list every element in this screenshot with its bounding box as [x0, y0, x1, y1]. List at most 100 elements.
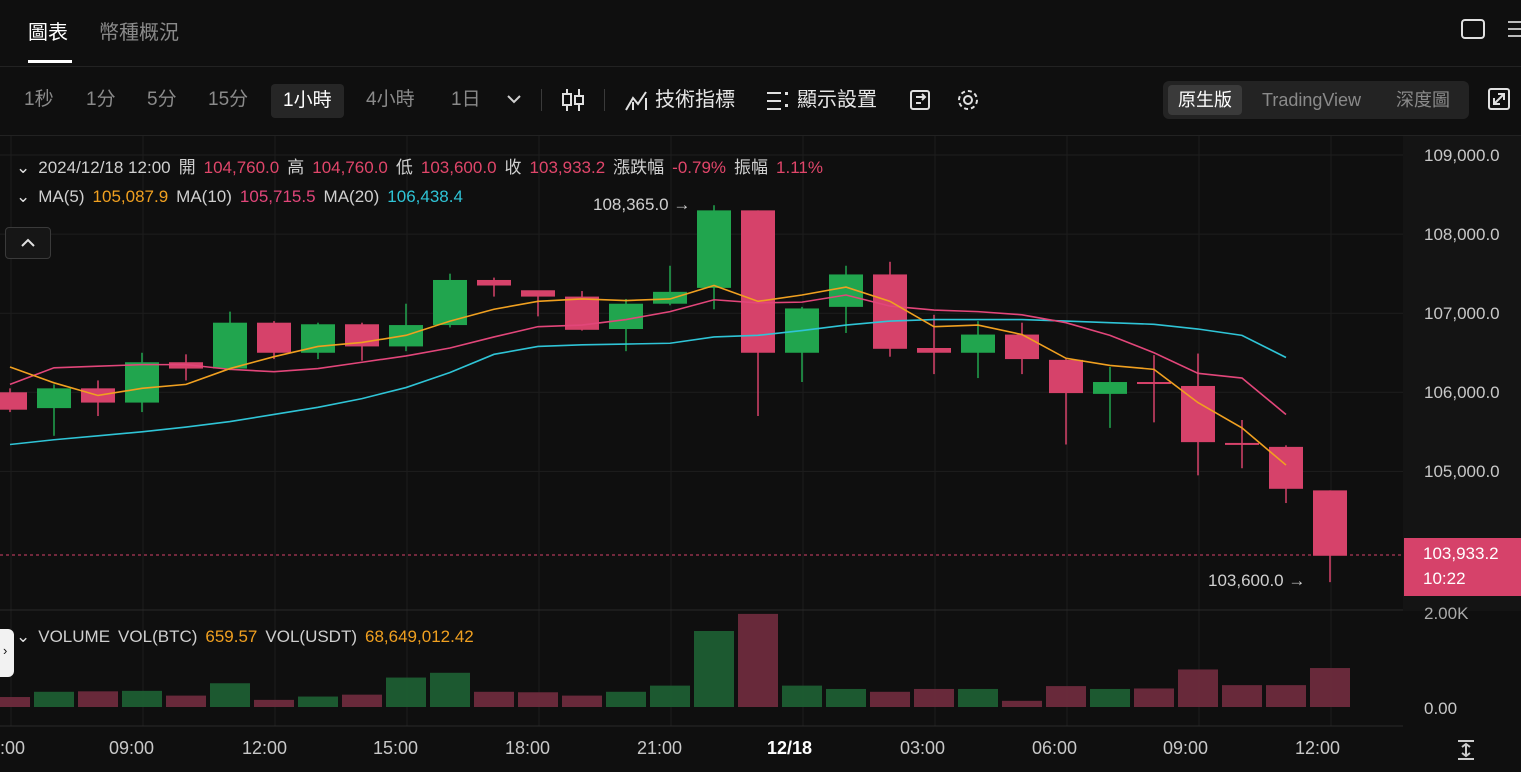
volume-bar: [870, 691, 910, 707]
display-settings-icon[interactable]: [766, 90, 790, 112]
volume-bar: [1310, 668, 1350, 707]
volume-bar: [958, 688, 998, 707]
indicators-button[interactable]: 技術指標: [655, 89, 735, 111]
volume-bar: [34, 691, 74, 707]
volume-bar: [1266, 685, 1306, 707]
volume-bar: [1222, 685, 1262, 707]
timeframe-1h[interactable]: 1小時: [271, 84, 344, 118]
candle-body: [1093, 382, 1127, 394]
ma-legend: ⌄ MA(5) 105,087.9 MA(10) 105,715.5 MA(20) 106,…: [16, 187, 471, 207]
ma20-label: MA(20): [323, 187, 380, 206]
candlestick-chart[interactable]: [0, 0, 1403, 772]
candle-body: [1269, 446, 1303, 489]
window-icon[interactable]: [1461, 19, 1485, 39]
toolbar-divider: [541, 89, 542, 111]
collapse-chevron-icon: ⌄: [16, 187, 31, 206]
high-label: 高: [287, 158, 305, 177]
candle-body: [873, 274, 907, 349]
volume-bar: [694, 631, 734, 707]
collapse-chevron-icon: ⌄: [16, 627, 31, 646]
fullscreen-icon[interactable]: [1487, 87, 1511, 111]
tab-overview[interactable]: 幣種概況: [99, 22, 179, 44]
candlestick-type-icon[interactable]: [561, 87, 585, 113]
candle-body: [653, 291, 687, 304]
low-value: 103,600.0: [420, 158, 497, 177]
view-mode-tradingview[interactable]: TradingView: [1262, 90, 1362, 110]
vol-usdt-value: 68,649,012.42: [365, 627, 474, 646]
gear-icon[interactable]: [955, 87, 981, 113]
time-axis-label: 18:00: [505, 738, 551, 758]
volume-bar: [914, 688, 954, 707]
active-tab-indicator: [28, 60, 72, 63]
high-value: 104,760.0: [312, 158, 388, 177]
candle-body: [257, 322, 291, 353]
chevron-up-icon: [21, 238, 35, 247]
toolbar-divider: [604, 89, 605, 111]
candle-body: [0, 392, 27, 410]
ma10-label: MA(10): [176, 187, 232, 206]
side-drawer-handle[interactable]: ›: [0, 629, 14, 677]
toolbar-divider-line: [0, 135, 1521, 136]
change-value: -0.79%: [672, 158, 727, 177]
ma5-value: 105,087.9: [92, 187, 169, 206]
axis-scale-icon[interactable]: [1456, 739, 1476, 761]
candle-body: [1225, 442, 1259, 445]
candle-body: [609, 303, 643, 330]
timeframe-1d[interactable]: 1日: [451, 89, 481, 110]
time-axis-label: 12/18: [767, 738, 813, 758]
volume-bar: [1090, 688, 1130, 707]
header-divider: [0, 66, 1521, 67]
candle-body: [917, 348, 951, 353]
volume-bar: [606, 691, 646, 707]
replay-icon[interactable]: [908, 88, 934, 112]
time-axis-label: 12:00: [1295, 738, 1341, 758]
timeframe-15m[interactable]: 15分: [208, 89, 249, 110]
indicators-icon[interactable]: [624, 88, 650, 112]
price-axis-label: 106,000.0: [1424, 383, 1500, 402]
timeframe-5m[interactable]: 5分: [147, 89, 177, 110]
volume-bar: [650, 685, 690, 707]
price-axis-panel: [1403, 136, 1521, 611]
candle-body: [477, 279, 511, 286]
ma5-line: [9, 284, 1287, 466]
last-price-tag: 103,933.2 10:22: [1404, 538, 1521, 596]
volume-bar: [1134, 688, 1174, 707]
volume-bar: [254, 699, 294, 707]
ohlc-legend: ⌄ 2024/12/18 12:00 開 104,760.0 高 104,760.0 低 10…: [16, 153, 831, 178]
view-mode-depth[interactable]: 深度圖: [1396, 90, 1450, 110]
amplitude-label: 振幅: [734, 158, 769, 177]
time-axis-label: 15:00: [373, 738, 419, 758]
timeframe-1s[interactable]: 1秒: [24, 89, 54, 110]
volume-bar: [826, 688, 866, 707]
price-axis-label: 108,000.0: [1424, 225, 1500, 244]
menu-icon[interactable]: [1508, 20, 1521, 38]
volume-bar: [782, 685, 822, 707]
change-label: 漲跌幅: [613, 158, 665, 177]
time-axis-label: 09:00: [1163, 738, 1209, 758]
time-axis-label: 09:00: [109, 738, 155, 758]
display-settings-button[interactable]: 顯示設置: [797, 89, 877, 111]
high-marker: 108,365.0 →: [593, 195, 691, 214]
time-axis-label: 21:00: [637, 738, 683, 758]
volume-bar: [518, 692, 558, 707]
chevron-down-icon[interactable]: [506, 93, 522, 105]
volume-bar: [430, 672, 470, 707]
tab-chart[interactable]: 圖表: [28, 22, 68, 44]
candle-body: [1049, 359, 1083, 394]
collapse-legend-button[interactable]: [5, 227, 51, 259]
volume-bar: [122, 690, 162, 707]
timeframe-4h[interactable]: 4小時: [366, 89, 415, 110]
volume-bar: [738, 613, 778, 707]
open-label: 開: [178, 158, 196, 177]
timeframe-1m[interactable]: 1分: [86, 89, 116, 110]
ma10-line: [9, 294, 1287, 416]
volume-bar: [78, 691, 118, 707]
candle-body: [125, 362, 159, 403]
candle-body: [301, 324, 335, 353]
view-mode-native[interactable]: 原生版: [1168, 85, 1242, 115]
close-label: 收: [504, 158, 522, 177]
volume-bar: [1046, 686, 1086, 707]
volume-bar: [166, 695, 206, 707]
volume-bar: [474, 691, 514, 707]
volume-bar: [1178, 669, 1218, 707]
